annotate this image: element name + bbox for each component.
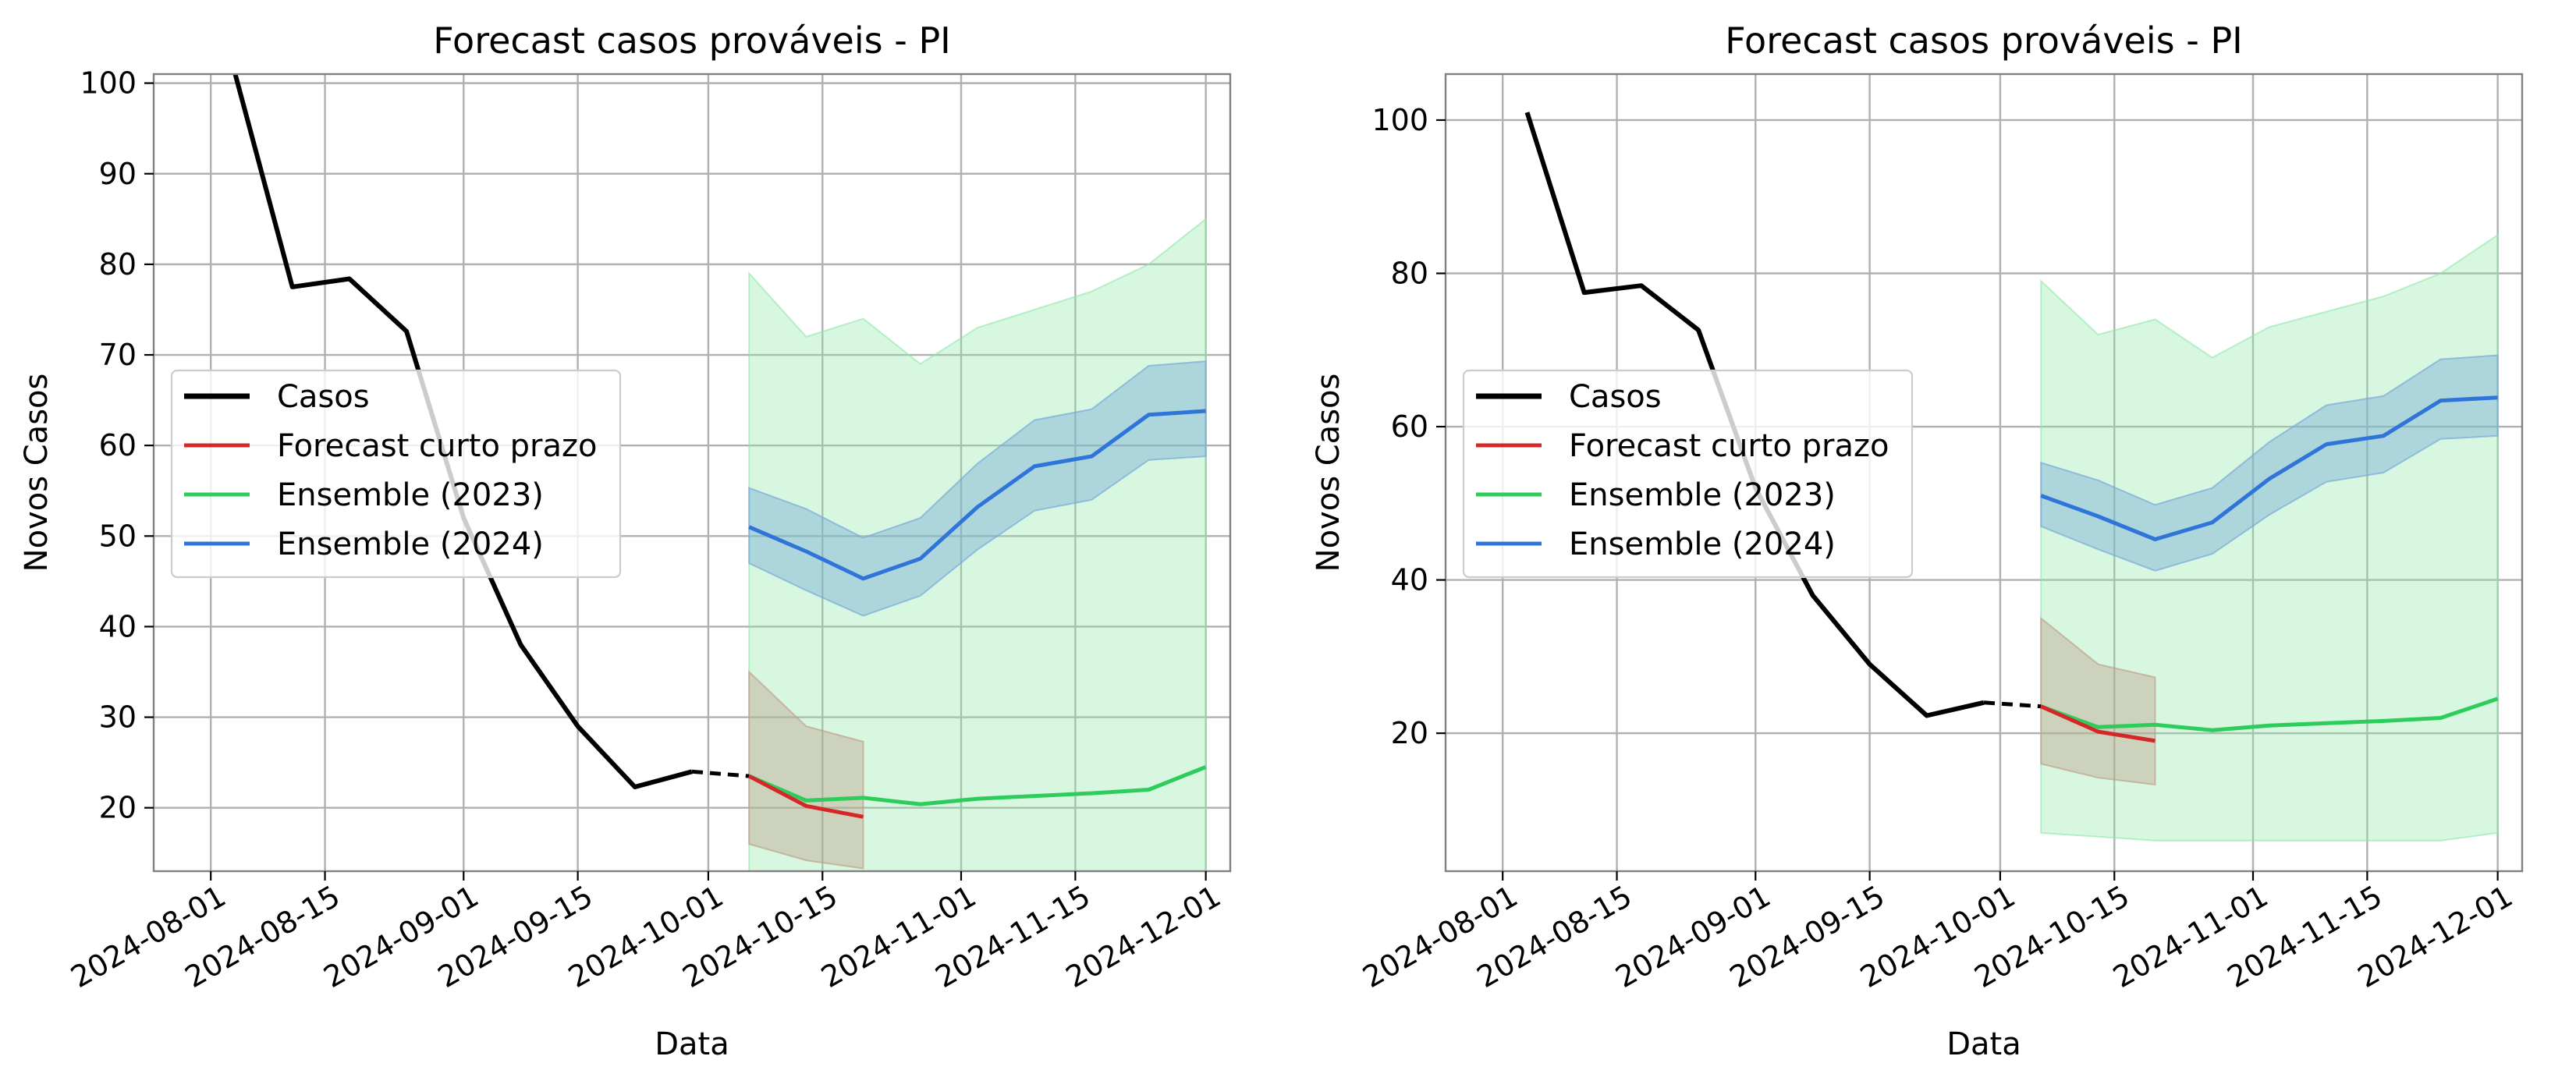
legend: Casos Forecast curto prazo Ensemble (2023)… [170, 369, 622, 579]
forecast-line [2040, 704, 2156, 743]
chart-title: Forecast casos prováveis - PI [1725, 19, 2243, 62]
casos-dashed-link [691, 769, 750, 778]
ensemble-2023-line [2040, 696, 2499, 732]
legend: Casos Forecast curto prazo Ensemble (2023)… [1462, 369, 1914, 579]
x-axis-label: Data [655, 1026, 729, 1062]
y-tick-label: 40 [1391, 563, 1428, 597]
y-tick-label: 100 [80, 66, 137, 101]
ensemble-2024-band [2040, 354, 2499, 572]
forecast-band [2040, 616, 2156, 786]
y-tick-label: 20 [99, 791, 137, 825]
y-tick-label: 50 [99, 519, 137, 553]
y-axis-label: Novos Casos [1311, 374, 1347, 572]
x-axis-label: Data [1946, 1026, 2021, 1062]
legend-label-casos: Casos [277, 379, 370, 415]
axes-frame [1444, 73, 2524, 873]
y-axis-label: Novos Casos [19, 374, 55, 572]
y-tick-label: 80 [1391, 257, 1428, 291]
grid [154, 74, 1230, 871]
legend-label-ensemble-2023: Ensemble (2023) [1569, 477, 1836, 513]
ensemble-2024-band [748, 360, 1207, 617]
y-tick-label: 60 [99, 428, 137, 462]
ensemble-2024-line [748, 409, 1206, 581]
legend-box [1462, 369, 1914, 579]
chart-panel-2: 204060801002024-08-012024-08-152024-09-0… [1311, 19, 2524, 1062]
legend-label-ensemble-2023: Ensemble (2023) [277, 477, 544, 513]
y-tick-label: 80 [99, 247, 137, 282]
legend-label-forecast: Forecast curto prazo [1569, 428, 1889, 464]
forecast-band [748, 670, 864, 870]
legend-label-casos: Casos [1569, 379, 1662, 415]
axes-frame [152, 73, 1232, 873]
legend-label-ensemble-2024: Ensemble (2024) [1569, 526, 1836, 562]
y-tick-label: 70 [99, 338, 137, 372]
y-tick-label: 100 [1371, 103, 1428, 137]
casos-dashed-link [1983, 700, 2042, 709]
y-tick-label: 20 [1391, 716, 1428, 750]
y-tick-label: 30 [99, 700, 137, 735]
ensemble-2023-line [748, 765, 1207, 806]
legend-label-ensemble-2024: Ensemble (2024) [277, 526, 544, 562]
chart-panel-1: 20304050607080901002024-08-012024-08-152… [19, 19, 1232, 1062]
legend-box [170, 369, 622, 579]
y-tick-label: 40 [99, 609, 137, 643]
ensemble-2023-band [748, 217, 1207, 871]
chart-title: Forecast casos prováveis - PI [433, 19, 951, 62]
legend-label-forecast: Forecast curto prazo [277, 428, 597, 464]
ensemble-2024-line [2040, 395, 2498, 541]
plot-area [232, 74, 1207, 871]
plot-area [1524, 112, 2499, 842]
y-tick-label: 90 [99, 157, 137, 191]
forecast-line [748, 774, 864, 819]
y-tick-label: 60 [1391, 409, 1428, 444]
